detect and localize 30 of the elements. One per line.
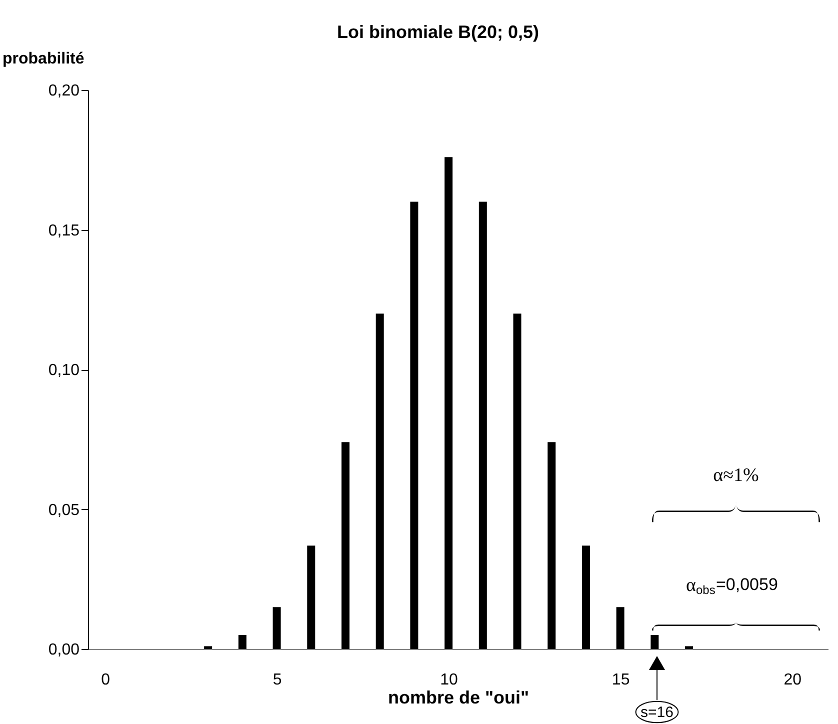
bar (444, 157, 453, 649)
x-axis-title: nombre de "oui" (388, 688, 530, 708)
bar (238, 635, 246, 649)
x-tick-label: 0 (101, 672, 110, 688)
y-axis-title: probabilité (2, 50, 84, 68)
bar (307, 546, 316, 649)
y-tick-label: 0,10 (48, 362, 80, 379)
bar (272, 607, 281, 649)
chart-title: Loi binomiale B(20; 0,5) (336, 22, 540, 42)
text: s=16 (640, 704, 674, 721)
y-tick-label: 0,20 (48, 82, 80, 100)
bar (376, 314, 384, 649)
x-tick-label: 15 (612, 672, 630, 688)
bar (685, 646, 694, 649)
y-tick-label: 0,15 (48, 222, 80, 240)
bar (478, 202, 487, 649)
bar (341, 442, 350, 649)
bar (513, 314, 522, 649)
x-tick-label: 10 (440, 672, 458, 688)
bar (204, 646, 212, 649)
x-tick-label: 5 (272, 672, 282, 688)
x-tick-label: 20 (784, 672, 802, 688)
bar (582, 546, 590, 649)
annotation: α≈1% (713, 465, 760, 486)
bar (616, 607, 624, 649)
y-tick-label: 0,05 (48, 502, 80, 519)
bar (650, 635, 659, 649)
bar (548, 442, 556, 649)
bar (410, 202, 418, 649)
y-tick-label: 0,00 (48, 642, 80, 658)
